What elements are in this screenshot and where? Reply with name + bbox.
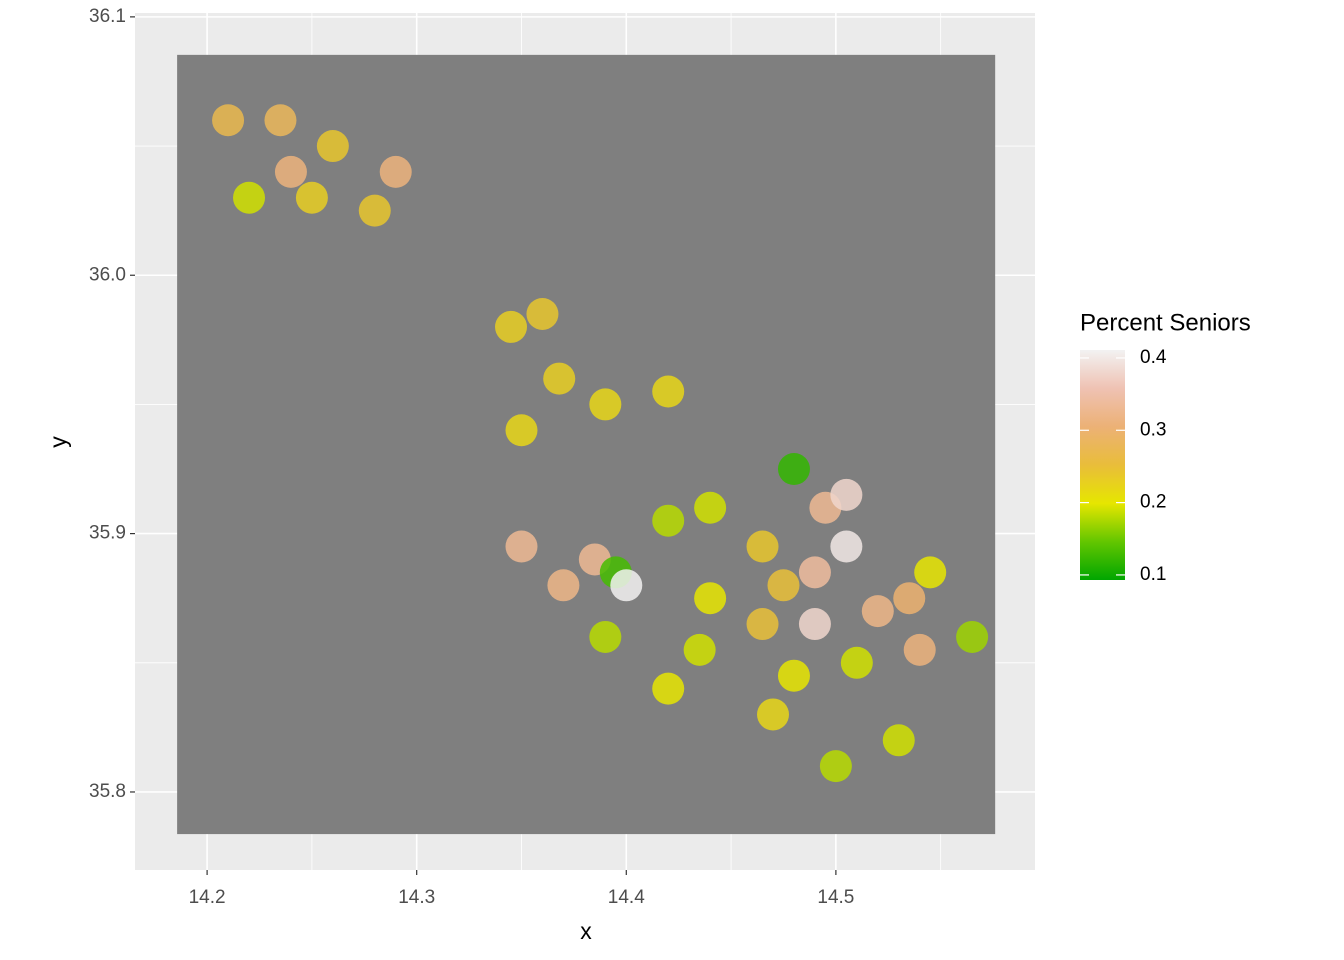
cell — [526, 297, 559, 330]
x-tick-label: 14.4 — [608, 887, 645, 908]
cell — [746, 608, 779, 641]
cell — [830, 530, 863, 563]
cell — [777, 453, 810, 486]
y-tick-label: 35.9 — [89, 523, 126, 544]
legend-title: Percent Seniors — [1080, 309, 1251, 336]
y-tick-label: 35.8 — [89, 781, 126, 802]
x-tick-label: 14.3 — [398, 887, 435, 908]
y-tick-label: 36.1 — [89, 6, 126, 27]
cell — [358, 194, 391, 227]
colorbar — [1080, 350, 1125, 580]
cell — [495, 310, 528, 343]
cell — [777, 659, 810, 692]
x-tick-label: 14.5 — [817, 887, 854, 908]
cell — [903, 633, 936, 666]
cell — [589, 388, 622, 421]
cell — [212, 104, 245, 137]
cell — [233, 181, 266, 214]
cell — [610, 569, 643, 602]
cell — [652, 672, 685, 705]
legend-tick-label: 0.1 — [1140, 564, 1166, 585]
cell — [547, 569, 580, 602]
legend-tick-label: 0.4 — [1140, 347, 1167, 368]
cell — [505, 530, 538, 563]
cell — [798, 556, 831, 589]
cell — [757, 698, 790, 731]
cell — [264, 104, 297, 137]
legend-tick-label: 0.3 — [1140, 419, 1166, 440]
legend-tick-label: 0.2 — [1140, 492, 1166, 513]
cell — [767, 569, 800, 602]
cell — [694, 491, 727, 524]
y-axis-title: y — [45, 436, 71, 448]
y-tick-label: 36.0 — [89, 264, 126, 285]
cell — [589, 620, 622, 653]
cell — [505, 414, 538, 447]
cell — [543, 362, 576, 395]
x-axis-title: x — [580, 918, 592, 944]
cell — [694, 582, 727, 615]
cell — [652, 504, 685, 537]
cell — [819, 750, 852, 783]
cell — [683, 633, 716, 666]
x-tick-label: 14.2 — [189, 887, 226, 908]
cell — [956, 620, 989, 653]
cell — [830, 478, 863, 511]
cell — [882, 724, 915, 757]
cell — [316, 130, 349, 163]
cell — [840, 646, 873, 679]
cell — [379, 155, 412, 188]
cell — [798, 608, 831, 641]
cell — [274, 155, 307, 188]
cell — [652, 375, 685, 408]
cell — [861, 595, 894, 628]
cell — [893, 582, 926, 615]
cell — [295, 181, 328, 214]
cell — [914, 556, 947, 589]
cell — [746, 530, 779, 563]
